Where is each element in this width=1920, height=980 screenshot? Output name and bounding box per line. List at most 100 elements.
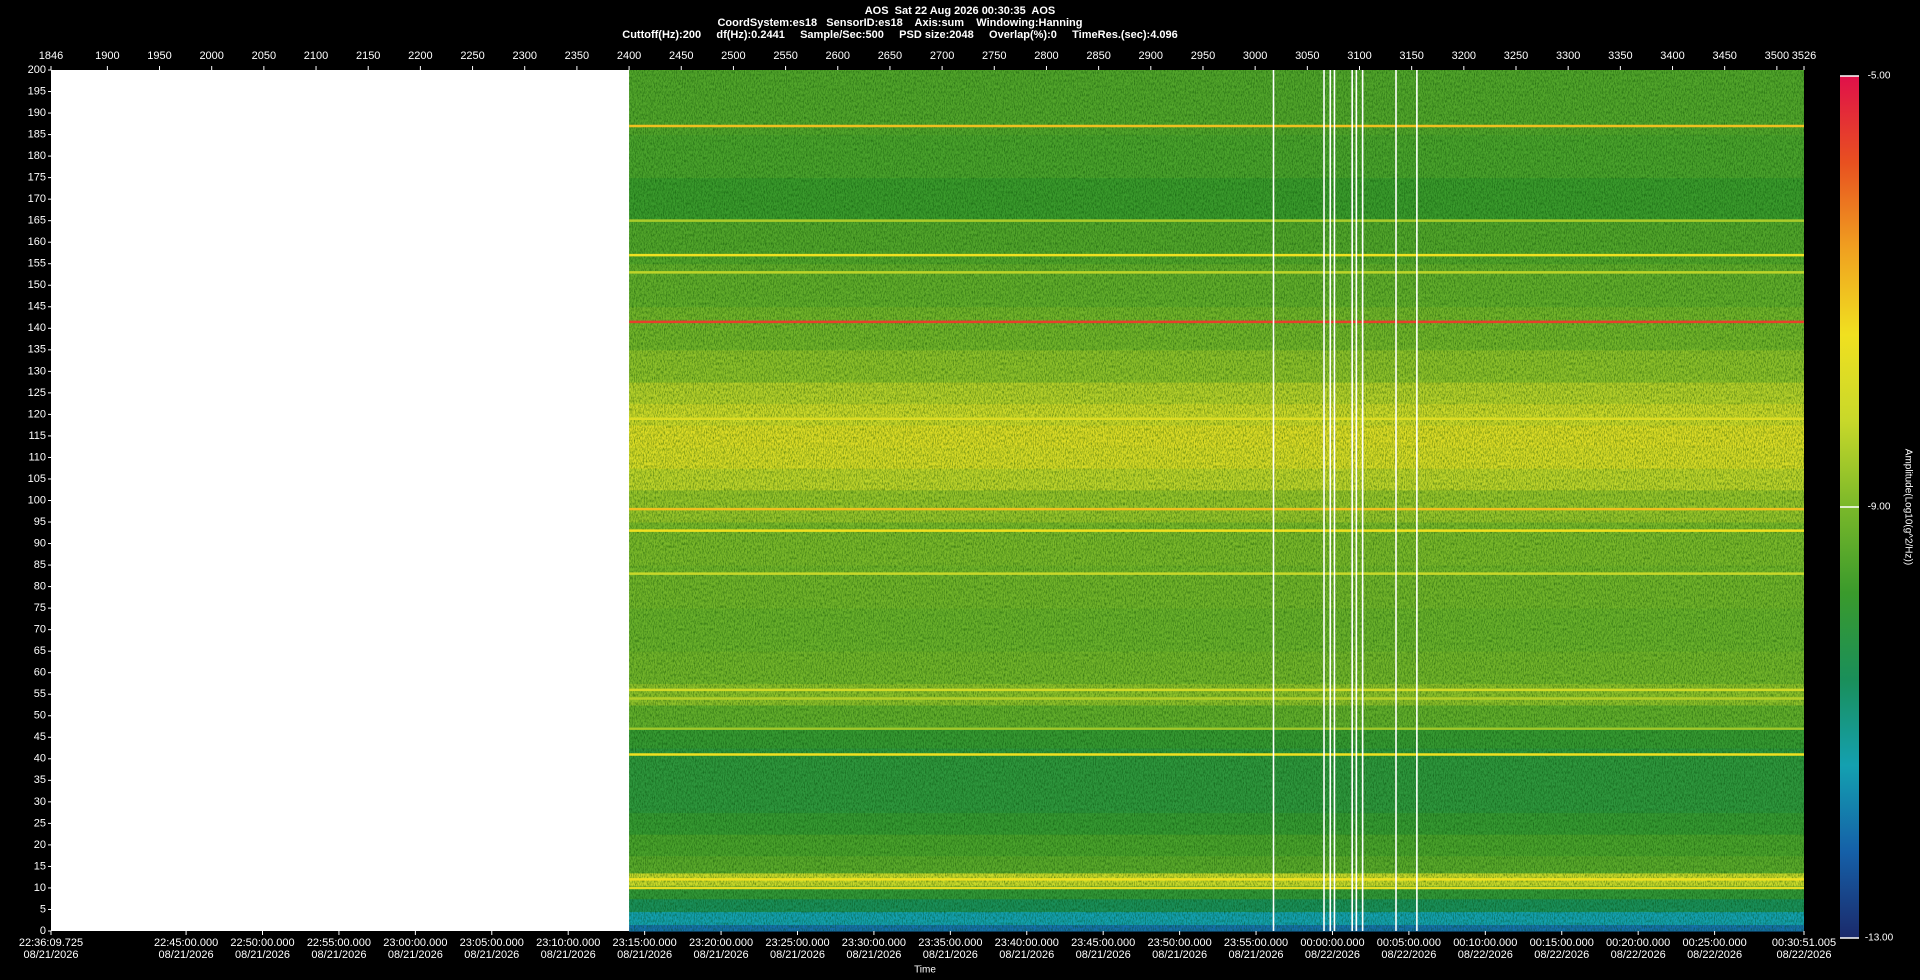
- x-top-tick-label: 3350: [1608, 50, 1632, 62]
- y-tick-label: 190: [28, 107, 46, 119]
- x-top-tick-label: 2050: [252, 50, 276, 62]
- x-top-tick-label: 2450: [669, 50, 693, 62]
- x-top-tick-label: 3250: [1504, 50, 1528, 62]
- y-tick-label: 200: [28, 64, 46, 76]
- x-bottom-tick-label: 23:55:00.000: [1224, 937, 1288, 949]
- y-tick-label: 65: [34, 645, 46, 657]
- x-top-tick-label: 2400: [617, 50, 641, 62]
- x-bottom-tick-label: 23:50:00.000: [1148, 937, 1212, 949]
- x-bottom-tick-label: 23:35:00.000: [918, 937, 982, 949]
- x-top-tick-label: 1900: [95, 50, 119, 62]
- y-tick-label: 30: [34, 796, 46, 808]
- x-bottom-tick-label: 23:05:00.000: [460, 937, 524, 949]
- x-bottom-tick-label: 00:10:00.000: [1453, 937, 1517, 949]
- y-tick-label: 135: [28, 344, 46, 356]
- y-tick-label: 115: [28, 430, 46, 442]
- x-top-tick-label: 2850: [1086, 50, 1110, 62]
- colorbar-tick-label: -5.00: [1868, 71, 1891, 82]
- y-tick-label: 45: [34, 731, 46, 743]
- x-bottom-tick-date: 08/21/2026: [999, 949, 1054, 961]
- x-top-tick-label: 2900: [1139, 50, 1163, 62]
- x-bottom-tick-date: 08/22/2026: [1776, 949, 1831, 961]
- y-tick-label: 95: [34, 516, 46, 528]
- x-bottom-tick-date: 08/21/2026: [846, 949, 901, 961]
- x-top-tick-label: 2150: [356, 50, 380, 62]
- y-tick-label: 100: [28, 494, 46, 506]
- y-tick-label: 60: [34, 667, 46, 679]
- y-tick-label: 140: [28, 322, 46, 334]
- y-tick-label: 10: [34, 882, 46, 894]
- x-bottom-tick-label: 22:55:00.000: [307, 937, 371, 949]
- x-top-tick-label: 2550: [773, 50, 797, 62]
- x-bottom-tick-date: 08/21/2026: [1152, 949, 1207, 961]
- x-bottom-tick-label: 00:05:00.000: [1377, 937, 1441, 949]
- x-bottom-tick-label: 23:20:00.000: [689, 937, 753, 949]
- x-top-tick-label: 2100: [304, 50, 328, 62]
- x-bottom-tick-date: 08/21/2026: [23, 949, 78, 961]
- x-top-tick-label: 2750: [982, 50, 1006, 62]
- x-bottom-tick-label: 23:25:00.000: [765, 937, 829, 949]
- y-tick-label: 120: [28, 408, 46, 420]
- y-tick-label: 40: [34, 753, 46, 765]
- x-bottom-tick-date: 08/21/2026: [617, 949, 672, 961]
- x-bottom-tick-label: 23:00:00.000: [383, 937, 447, 949]
- y-tick-label: 160: [28, 236, 46, 248]
- x-bottom-tick-date: 08/21/2026: [541, 949, 596, 961]
- x-bottom-tick-label: 23:40:00.000: [995, 937, 1059, 949]
- x-top-tick-label: 2350: [565, 50, 589, 62]
- x-top-tick-label: 2200: [408, 50, 432, 62]
- x-top-tick-label: 2600: [826, 50, 850, 62]
- x-top-tick-label: 2950: [1191, 50, 1215, 62]
- y-tick-label: 5: [40, 903, 46, 915]
- x-top-tick-label: 3200: [1452, 50, 1476, 62]
- y-tick-label: 125: [28, 387, 46, 399]
- y-tick-label: 0: [40, 925, 46, 937]
- x-top-tick-label: 2000: [199, 50, 223, 62]
- title-line: Cuttoff(Hz):200 df(Hz):0.2441 Sample/Sec…: [622, 29, 1178, 41]
- x-axis-label: Time: [914, 965, 936, 976]
- y-tick-label: 150: [28, 279, 46, 291]
- y-tick-label: 110: [28, 451, 46, 463]
- x-top-tick-label: 3450: [1712, 50, 1736, 62]
- y-tick-label: 70: [34, 624, 46, 636]
- x-bottom-tick-label: 23:30:00.000: [842, 937, 906, 949]
- x-bottom-tick-date: 08/21/2026: [235, 949, 290, 961]
- y-tick-label: 15: [34, 860, 46, 872]
- x-top-tick-label: 3050: [1295, 50, 1319, 62]
- y-tick-label: 85: [34, 559, 46, 571]
- y-tick-label: 145: [28, 301, 46, 313]
- y-tick-label: 155: [28, 258, 46, 270]
- y-tick-label: 35: [34, 774, 46, 786]
- x-top-tick-label: 3100: [1347, 50, 1371, 62]
- title-line: AOS Sat 22 Aug 2026 00:30:35 AOS: [865, 5, 1056, 17]
- x-bottom-tick-date: 08/22/2026: [1381, 949, 1436, 961]
- x-bottom-tick-label: 00:30:51.005: [1772, 937, 1836, 949]
- title-line: CoordSystem:es18 SensorID:es18 Axis:sum …: [717, 17, 1082, 29]
- y-tick-label: 50: [34, 710, 46, 722]
- y-tick-label: 165: [28, 215, 46, 227]
- x-top-tick-label: 2700: [930, 50, 954, 62]
- y-tick-label: 195: [28, 85, 46, 97]
- x-top-tick-label: 3526: [1792, 50, 1816, 62]
- x-bottom-tick-label: 23:15:00.000: [613, 937, 677, 949]
- colorbar-tick-label: -9.00: [1868, 502, 1891, 513]
- x-top-tick-label: 2500: [721, 50, 745, 62]
- y-tick-label: 185: [28, 128, 46, 140]
- x-top-tick-label: 2250: [460, 50, 484, 62]
- x-bottom-tick-date: 08/22/2026: [1458, 949, 1513, 961]
- y-tick-label: 170: [28, 193, 46, 205]
- x-bottom-tick-date: 08/21/2026: [388, 949, 443, 961]
- x-bottom-tick-date: 08/21/2026: [159, 949, 214, 961]
- x-top-tick-label: 1846: [39, 50, 63, 62]
- x-bottom-tick-label: 00:25:00.000: [1682, 937, 1746, 949]
- colorbar-label: Amplitude(Log10(g^2/Hz)): [1902, 449, 1913, 565]
- y-tick-label: 105: [28, 473, 46, 485]
- x-bottom-tick-label: 22:50:00.000: [230, 937, 294, 949]
- x-top-tick-label: 3500: [1765, 50, 1789, 62]
- y-tick-label: 130: [28, 365, 46, 377]
- y-tick-label: 180: [28, 150, 46, 162]
- y-tick-label: 55: [34, 688, 46, 700]
- x-bottom-tick-date: 08/22/2026: [1611, 949, 1666, 961]
- x-bottom-tick-date: 08/21/2026: [1229, 949, 1284, 961]
